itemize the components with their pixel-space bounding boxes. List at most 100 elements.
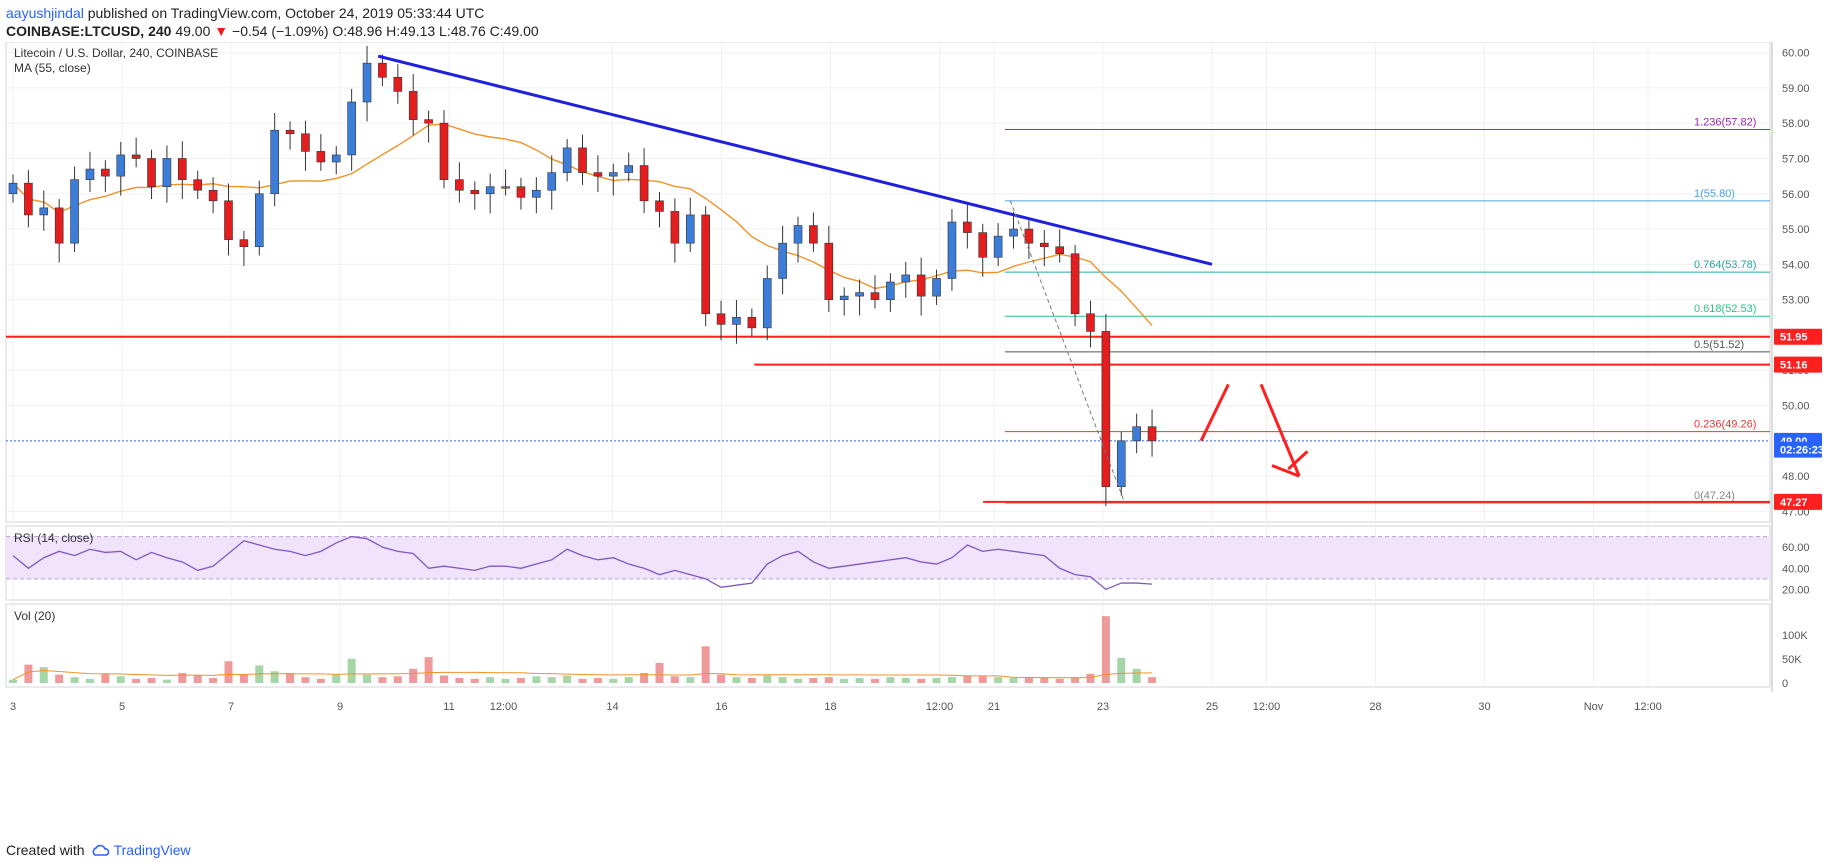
volume-bar: [732, 677, 741, 683]
candle-down: [54, 207, 64, 244]
time-tick: 12:00: [1634, 701, 1662, 713]
trendline: [377, 54, 1213, 266]
volume-bar: [316, 678, 325, 683]
up-arrow-icon: [1199, 383, 1230, 442]
volume-bar: [439, 675, 448, 683]
chart-title: Litecoin / U.S. Dollar, 240, COINBASE: [14, 46, 218, 60]
author-link[interactable]: aayushjindal: [6, 5, 84, 21]
footer: Created with TradingView: [6, 842, 191, 858]
candle-down: [1055, 246, 1064, 255]
candle-up: [116, 154, 126, 177]
rsi-label: RSI (14, close): [14, 531, 93, 545]
volume-bar: [132, 678, 141, 683]
candle-down: [701, 214, 710, 315]
time-tick: 7: [228, 701, 234, 713]
volume-bar: [409, 668, 418, 683]
candle-down: [316, 151, 326, 163]
candle-down: [716, 313, 726, 325]
volume-bar: [101, 673, 110, 683]
candle-up: [270, 129, 279, 195]
last-price: 49.00: [171, 23, 215, 39]
down-arrow-icon: ▼: [214, 23, 229, 39]
tradingview-link[interactable]: TradingView: [91, 842, 191, 858]
price-tick: 57.00: [1782, 153, 1810, 165]
candle-down: [824, 242, 834, 300]
volume-bar: [994, 677, 1003, 683]
trading-chart[interactable]: 1.236(57.82) 1(55.80) 0.764(53.78) 0.618(52…: [0, 42, 1828, 842]
volume-bar: [963, 675, 972, 683]
candle-up: [485, 186, 495, 195]
cloud-icon: [92, 844, 109, 856]
volume-bar: [593, 677, 602, 683]
volume-bar: [640, 672, 649, 683]
candle-down: [670, 211, 680, 244]
price-tick: 58.00: [1782, 118, 1810, 130]
price-badge-label: 02:26:23: [1780, 445, 1824, 457]
volume-ma: [12, 669, 1153, 681]
time-tick: 11: [443, 701, 454, 713]
volume-bar: [609, 678, 618, 683]
candle-up: [562, 147, 572, 173]
volume-bar: [855, 677, 864, 683]
chart-header: aayushjindal published on TradingView.co…: [6, 4, 539, 40]
candle-down: [439, 122, 449, 180]
volume-bar: [809, 677, 818, 683]
rsi-band: [6, 536, 1770, 579]
price-tick: 54.00: [1782, 259, 1810, 271]
grid-lines: [6, 42, 1770, 687]
candle-down: [963, 221, 972, 233]
volume-bar: [655, 662, 664, 683]
ohlc-values: O:48.96 H:49.13 L:48.76 C:49.00: [332, 23, 539, 39]
volume-bar: [209, 677, 218, 683]
created-with-text: Created with: [6, 842, 85, 858]
volume-bar: [1086, 673, 1095, 683]
candle-down: [285, 129, 295, 135]
volume-bar: [717, 674, 726, 683]
tradingview-label: TradingView: [113, 842, 191, 858]
candle-up: [254, 193, 264, 248]
published-text: published on TradingView.com, October 24…: [83, 5, 485, 21]
volume-bar: [763, 675, 772, 683]
fib-label: 0.5(51.52): [1694, 339, 1744, 351]
candle-down: [870, 292, 880, 300]
candle-up: [839, 295, 849, 300]
candle-down: [1040, 242, 1049, 248]
volume-bar: [778, 677, 787, 683]
volume-bar: [870, 678, 879, 683]
time-tick: Nov: [1584, 701, 1604, 713]
volume-bar: [486, 677, 495, 683]
support-lines: [6, 335, 1770, 503]
candle-down: [378, 62, 387, 78]
time-axis: 3 5 7 9 11 12:00 14 16 18 12:00 21 23 25 12:00 28 30 Nov…: [10, 701, 1662, 713]
rsi-tick: 60.00: [1782, 542, 1810, 554]
price-tick: 60.00: [1782, 48, 1810, 60]
volume-bar: [532, 676, 541, 683]
time-tick: 3: [10, 701, 16, 713]
volume-bar: [901, 677, 910, 683]
time-tick: 16: [715, 701, 727, 713]
volume-bar: [332, 674, 341, 683]
volume-bar: [932, 677, 941, 683]
candle-up: [855, 292, 864, 297]
volume-pane: 100K 50K 0: [9, 616, 1808, 690]
fib-label: 1.236(57.82): [1694, 117, 1756, 129]
candle-up: [501, 186, 510, 189]
candle-down: [1086, 313, 1095, 332]
candle-down: [578, 147, 587, 173]
volume-tick: 100K: [1782, 630, 1808, 642]
price-tick: 50.00: [1782, 401, 1810, 413]
volume-bar: [1009, 677, 1018, 683]
volume-bar: [116, 676, 125, 683]
rsi-line: [12, 535, 1153, 591]
volume-bar: [670, 676, 679, 683]
candle-down: [1147, 426, 1157, 442]
volume-bar: [840, 678, 849, 683]
volume-bar: [147, 677, 156, 683]
volume-bar: [286, 672, 295, 683]
candle-down: [131, 154, 141, 159]
candle-up: [1116, 440, 1126, 488]
volume-bar: [701, 646, 710, 683]
time-tick: 28: [1369, 701, 1381, 713]
volume-tick: 0: [1782, 678, 1788, 690]
candle-up: [793, 225, 803, 244]
